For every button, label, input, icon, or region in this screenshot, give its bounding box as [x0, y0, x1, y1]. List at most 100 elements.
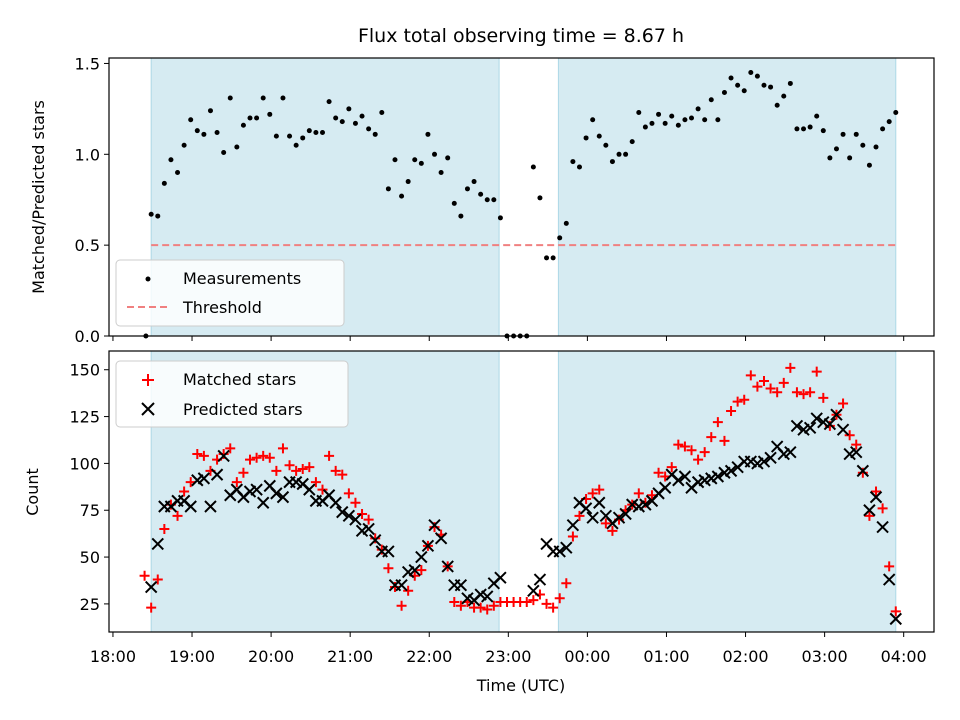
matched-stars-point — [383, 563, 394, 574]
measurement-point — [385, 186, 391, 192]
measurement-point — [662, 120, 668, 126]
predicted-stars-point — [882, 573, 896, 586]
predicted-stars-point — [803, 421, 817, 435]
top-y-tick-label: 1.5 — [75, 54, 100, 73]
measurement-point — [576, 164, 582, 170]
matched-stars-point — [594, 484, 605, 495]
matched-stars-point — [745, 370, 756, 381]
measurement-point — [847, 155, 853, 161]
measurement-point — [267, 111, 273, 117]
measurement-point — [319, 129, 325, 135]
measurement-point — [748, 70, 754, 76]
matched-stars-point — [838, 398, 849, 409]
measurement-point — [148, 211, 154, 217]
bottom-y-tick-label: 25 — [80, 595, 100, 614]
predicted-stars-point — [612, 511, 626, 524]
measurement-point — [537, 195, 543, 201]
measurement-point — [333, 115, 339, 121]
matched-stars-point — [455, 600, 466, 611]
predicted-stars-point — [428, 519, 441, 532]
legend-predicted-marker — [141, 402, 155, 416]
measurement-point — [497, 215, 503, 221]
measurement-point — [432, 151, 438, 157]
measurement-point — [352, 120, 358, 126]
measurement-point — [754, 73, 760, 79]
top-axes-frame — [108, 57, 935, 337]
predicted-stars-point — [441, 560, 454, 573]
predicted-stars-point — [210, 468, 224, 481]
predicted-stars-point — [270, 487, 283, 500]
predicted-stars-point — [494, 571, 507, 584]
measurement-point — [853, 131, 859, 137]
matched-stars-point — [871, 486, 882, 497]
predicted-stars-point — [151, 537, 164, 551]
measurement-point — [530, 164, 536, 170]
predicted-stars-point — [421, 539, 435, 553]
legend-threshold-label: Threshold — [182, 298, 262, 317]
matched-stars-point — [258, 450, 269, 461]
measurement-point — [418, 160, 424, 166]
measurement-point — [708, 97, 714, 103]
measurement-point — [682, 117, 688, 123]
predicted-stars-point — [790, 419, 804, 433]
measurement-point — [801, 126, 807, 132]
bottom-shaded-interval — [557, 350, 897, 633]
predicted-stars-point — [382, 545, 395, 558]
matched-stars-point — [739, 394, 750, 405]
measurement-point — [168, 157, 174, 163]
matched-stars-point — [798, 389, 809, 400]
top-legend: Measurements Threshold — [115, 259, 345, 327]
measurement-point — [873, 144, 879, 150]
bottom-ticks: 25 50 75 100 125 150 18:00 19:00 20:00 21:00 22:00… — [69, 361, 926, 666]
top-ticks: 0.0 0.5 1.0 1.5 — [75, 54, 905, 346]
measurement-point — [484, 197, 490, 203]
predicted-stars-point — [810, 412, 823, 425]
top-y-tick-label: 0.5 — [75, 236, 100, 255]
predicted-stars-point — [336, 505, 349, 519]
measurement-point — [425, 131, 431, 137]
matched-stars-point — [192, 449, 203, 460]
measurement-point — [313, 129, 319, 135]
measurement-point — [181, 142, 187, 148]
predicted-stars-point — [639, 498, 652, 511]
matched-stars-point — [818, 392, 829, 403]
matched-stars-point — [403, 585, 414, 596]
predicted-stars-point — [204, 500, 217, 513]
measurement-point — [616, 151, 622, 157]
measurement-point — [774, 102, 780, 108]
measurement-point — [656, 111, 662, 117]
measurement-point — [583, 135, 589, 141]
measurement-point — [649, 120, 655, 126]
measurement-point — [188, 117, 194, 123]
matched-stars-point — [851, 439, 862, 450]
top-shaded-interval — [557, 57, 897, 337]
predicted-stars-point — [276, 490, 290, 504]
matched-stars-point — [633, 488, 644, 499]
predicted-stars-point — [889, 612, 902, 626]
measurement-point — [207, 108, 213, 114]
predicted-stars-point — [863, 504, 876, 517]
measurement-point — [636, 110, 642, 116]
measurement-point — [702, 117, 708, 123]
measurement-point — [464, 186, 470, 192]
predicted-stars-point — [672, 474, 685, 487]
bottom-y-axis-label: Count — [23, 468, 42, 516]
matched-stars-point — [600, 518, 611, 529]
measurement-point — [787, 80, 793, 86]
predicted-stars-point — [256, 496, 270, 509]
matched-stars-point — [805, 387, 816, 398]
matched-stars-point — [607, 525, 618, 536]
matched-stars-point — [673, 439, 684, 450]
legend-matched-marker — [142, 374, 154, 386]
measurement-point — [175, 169, 181, 175]
measurement-point — [669, 113, 675, 119]
matched-stars-point — [521, 597, 532, 608]
measurement-point — [550, 255, 556, 261]
matched-stars-point — [587, 488, 598, 499]
measurement-point — [287, 133, 293, 139]
measurement-point — [372, 131, 378, 137]
matched-stars-point — [179, 486, 190, 497]
predicted-stars-point — [533, 573, 547, 586]
measurement-point — [471, 179, 477, 185]
